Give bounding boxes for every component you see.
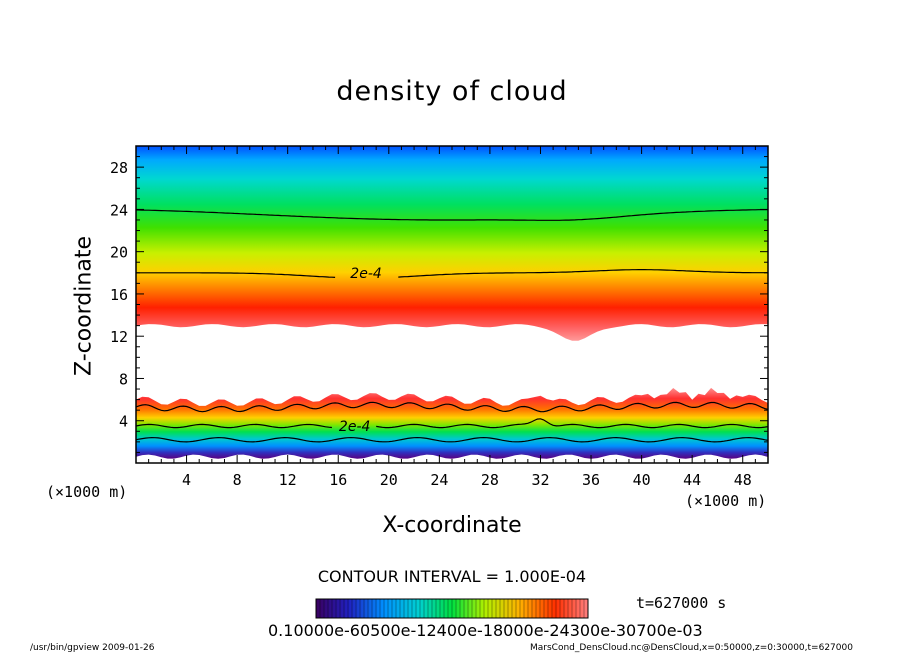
x-tick-label: 24 bbox=[430, 471, 448, 489]
x-tick-label: 4 bbox=[182, 471, 191, 489]
x-axis: 4 8 12 16 20 24 28 32 36 40 44 48 bbox=[148, 146, 756, 489]
lower-cloud-layer bbox=[136, 387, 768, 459]
x-tick-label: 48 bbox=[734, 471, 752, 489]
x-tick-label: 12 bbox=[279, 471, 297, 489]
footer-program: /usr/bin/gpview 2009-01-26 bbox=[30, 643, 155, 653]
contour-upper-top bbox=[136, 209, 768, 221]
contour-label-lower: 2e-4 bbox=[339, 419, 370, 435]
contour-label-upper: 2e-4 bbox=[350, 266, 381, 282]
chart-title: density of cloud bbox=[336, 76, 568, 107]
x-axis-unit-label: (×1000 m) bbox=[685, 492, 767, 510]
contour-lines: 2e-4 2e-4 bbox=[136, 209, 768, 443]
x-axis-label: X-coordinate bbox=[382, 513, 522, 538]
contour-lower-bottom bbox=[136, 436, 768, 443]
y-tick-label: 16 bbox=[110, 286, 128, 304]
y-tick-label: 8 bbox=[119, 370, 128, 388]
density-field bbox=[136, 146, 768, 459]
x-tick-label: 32 bbox=[531, 471, 549, 489]
x-tick-label: 40 bbox=[633, 471, 651, 489]
x-tick-label: 16 bbox=[329, 471, 347, 489]
y-tick-label: 4 bbox=[119, 413, 128, 431]
x-tick-label: 44 bbox=[683, 471, 701, 489]
x-tick-label: 28 bbox=[481, 471, 499, 489]
y-tick-label: 24 bbox=[110, 201, 128, 219]
colorbar-labels: 0.10000e-60500e-12400e-18000e-24300e-307… bbox=[268, 621, 703, 640]
upper-cloud-layer bbox=[136, 146, 768, 341]
time-stamp: t=627000 s bbox=[636, 594, 727, 612]
y-axis-unit-label: (×1000 m) bbox=[46, 483, 128, 501]
contour-upper-2e-4 bbox=[136, 269, 768, 278]
contour-lower-top bbox=[136, 401, 768, 413]
colorbar-level-lines bbox=[319, 599, 585, 618]
y-axis-label: Z-coordinate bbox=[71, 236, 97, 376]
y-tick-label: 12 bbox=[110, 328, 128, 346]
contour-lower-2e-4 bbox=[136, 418, 768, 429]
y-tick-label: 20 bbox=[110, 244, 128, 262]
y-tick-label: 28 bbox=[110, 159, 128, 177]
x-tick-label: 20 bbox=[380, 471, 398, 489]
colorbar bbox=[315, 598, 589, 619]
footer-source: MarsCond_DensCloud.nc@DensCloud,x=0:5000… bbox=[530, 643, 853, 653]
x-tick-label: 8 bbox=[233, 471, 242, 489]
y-axis: 4 8 12 16 20 24 28 bbox=[110, 156, 768, 453]
x-tick-label: 36 bbox=[582, 471, 600, 489]
contour-interval: CONTOUR INTERVAL = 1.000E-04 bbox=[317, 567, 587, 586]
